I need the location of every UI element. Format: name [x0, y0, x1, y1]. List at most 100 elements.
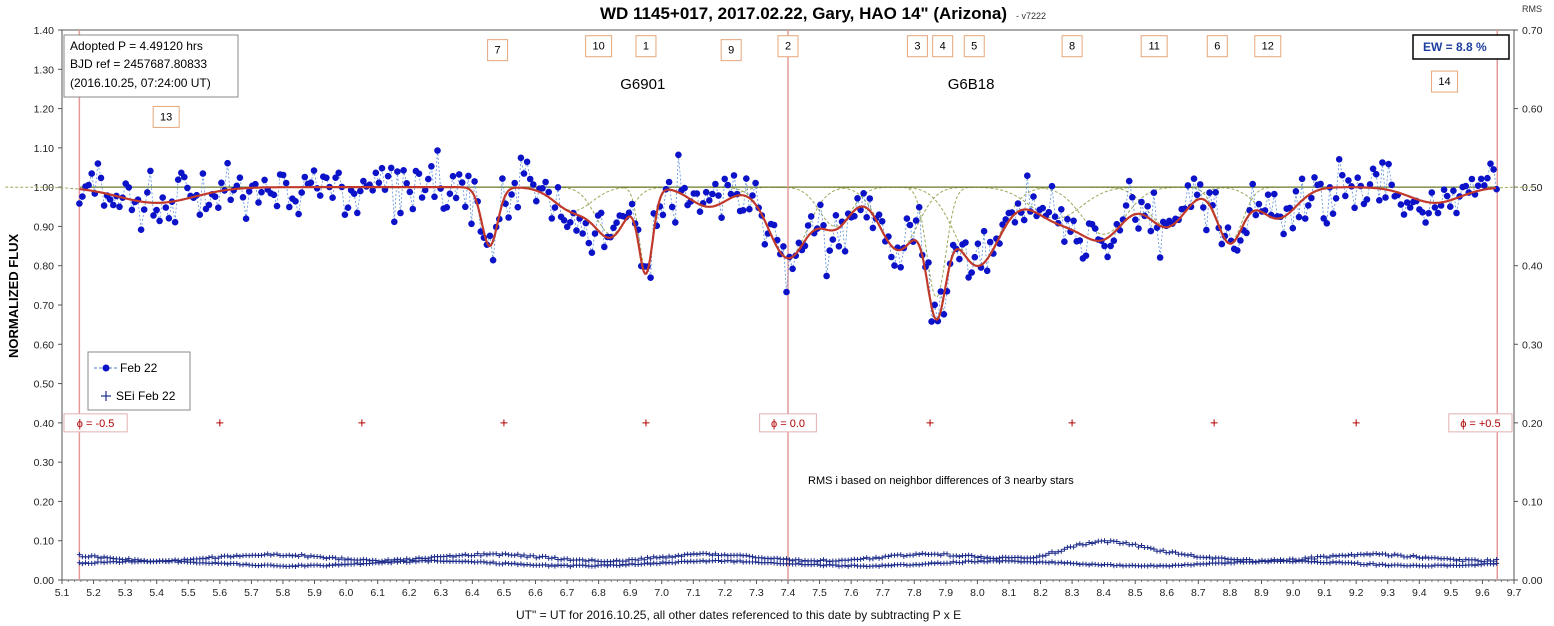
x-tick-label: 5.9 — [307, 587, 322, 599]
rms-data-point — [1379, 561, 1385, 567]
rms-data-point — [944, 551, 950, 557]
rms-data-point — [679, 553, 684, 559]
flux-data-point — [1308, 194, 1315, 202]
rms-data-point — [1157, 548, 1163, 554]
flux-data-point — [1020, 216, 1028, 224]
flux-data-point — [968, 269, 975, 276]
phase-lines — [78, 30, 1499, 580]
flux-data-point — [162, 204, 170, 211]
flux-data-point — [962, 239, 969, 246]
flux-data-point — [1014, 200, 1022, 207]
x-tick-label: 6.9 — [623, 587, 638, 599]
flux-data-point — [1453, 209, 1460, 217]
rms-data-point — [882, 563, 888, 569]
flux-data-point — [804, 222, 812, 229]
rms-data-point — [1194, 561, 1200, 567]
flux-data-point — [647, 274, 654, 282]
rms-data-point — [1324, 555, 1330, 561]
flux-data-point — [418, 194, 426, 201]
flux-data-point — [431, 193, 438, 201]
rms-data-point — [592, 563, 598, 569]
rms-data-point — [876, 555, 882, 561]
dip-label-box — [1140, 35, 1168, 58]
rms-data-point — [1040, 553, 1046, 559]
flux-data-point — [1447, 203, 1454, 210]
flux-data-point — [344, 204, 352, 211]
rms-data-point — [320, 555, 326, 561]
flux-data-point — [372, 169, 380, 177]
flux-data-point — [421, 186, 429, 194]
y-tick-label: 0.80 — [34, 261, 55, 273]
rms-data-point — [1046, 560, 1052, 566]
flux-data-point — [301, 173, 309, 181]
rms-data-point — [669, 554, 675, 560]
flux-data-point — [106, 196, 114, 203]
rms-data-point — [888, 563, 894, 569]
rms-data-point — [262, 552, 268, 558]
flux-data-point — [1490, 166, 1497, 173]
flux-data-point — [841, 248, 849, 255]
flux-data-point — [458, 179, 466, 186]
flux-data-point — [940, 311, 948, 318]
flux-data-point — [79, 193, 86, 200]
flux-data-point — [505, 214, 512, 221]
info-box — [63, 34, 239, 98]
rms-data-point — [1163, 563, 1169, 569]
rms-data-point — [379, 560, 385, 566]
phase-label-box — [63, 413, 128, 433]
flux-data-point — [137, 226, 145, 233]
legend — [87, 351, 191, 411]
flux-data-point — [403, 180, 411, 187]
flux-data-point — [579, 230, 586, 237]
x-tick-label: 6.2 — [402, 587, 417, 599]
rms-data-point — [984, 554, 990, 560]
x-tick-label: 7.5 — [812, 587, 827, 599]
rms-data-point — [212, 560, 218, 566]
dip-label: 9 — [728, 45, 734, 57]
flux-data-point — [310, 167, 318, 174]
rms-data-point — [845, 563, 851, 569]
rms-data-point — [691, 551, 697, 557]
flux-data-point — [1200, 204, 1207, 211]
dip-label: 3 — [914, 41, 920, 53]
flux-data-point — [1280, 230, 1287, 238]
rms-data-point — [1330, 552, 1336, 558]
flux-data-point — [681, 184, 688, 192]
rms-data-point — [1339, 552, 1345, 558]
rms-data-point — [885, 554, 891, 559]
flux-data-point — [1311, 174, 1318, 181]
rms-data-point — [345, 556, 351, 562]
flux-data-point — [1385, 160, 1392, 168]
dip-label: 10 — [592, 41, 604, 53]
flux-data-point — [452, 194, 460, 202]
x-tick-label: 8.9 — [1254, 587, 1269, 599]
rms-data-point — [317, 554, 323, 560]
flux-data-point — [983, 267, 991, 275]
x-tick-label: 7.2 — [718, 587, 733, 599]
rms-data-point — [1370, 561, 1376, 567]
flux-data-point — [252, 180, 259, 188]
flux-data-point — [743, 175, 750, 182]
flux-data-point — [1203, 226, 1210, 234]
flux-data-point — [1397, 201, 1405, 208]
rms-data-point — [864, 555, 870, 561]
rms-data-point — [222, 560, 227, 566]
flux-data-point — [526, 175, 534, 183]
flux-data-point — [1190, 175, 1198, 182]
flux-data-point — [211, 193, 219, 200]
rms-data-point — [484, 552, 490, 558]
rms-data-point — [953, 553, 959, 559]
rms-data-point — [120, 559, 126, 565]
rms-data-point — [234, 561, 240, 566]
flux-data-point — [548, 215, 556, 222]
flux-data-point — [573, 227, 580, 234]
rms-data-point — [997, 559, 1002, 565]
rms-data-point — [1472, 562, 1478, 568]
rms-data-point — [709, 552, 715, 558]
flux-data-point — [1271, 190, 1278, 198]
rms-data-point — [1203, 555, 1209, 561]
flux-data-point — [1332, 195, 1340, 202]
rms-data-point — [712, 551, 718, 557]
rms-data-point — [1098, 562, 1104, 568]
phase-tick-marker — [642, 419, 650, 427]
